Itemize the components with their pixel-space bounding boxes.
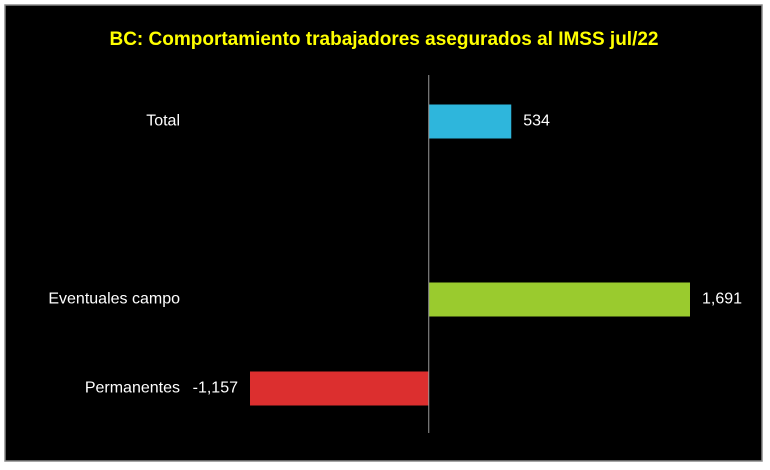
- bar: [250, 371, 429, 406]
- category-label: Permanentes: [85, 380, 180, 397]
- category-label: Eventuales campo: [48, 291, 180, 308]
- category-label: Total: [146, 113, 180, 130]
- bar: [428, 104, 512, 139]
- chart-title: BC: Comportamiento trabajadores asegurad…: [109, 29, 658, 50]
- bar: [428, 282, 690, 317]
- value-label: 534: [523, 113, 550, 130]
- value-label: -1,157: [193, 380, 238, 397]
- value-label: 1,691: [702, 291, 742, 308]
